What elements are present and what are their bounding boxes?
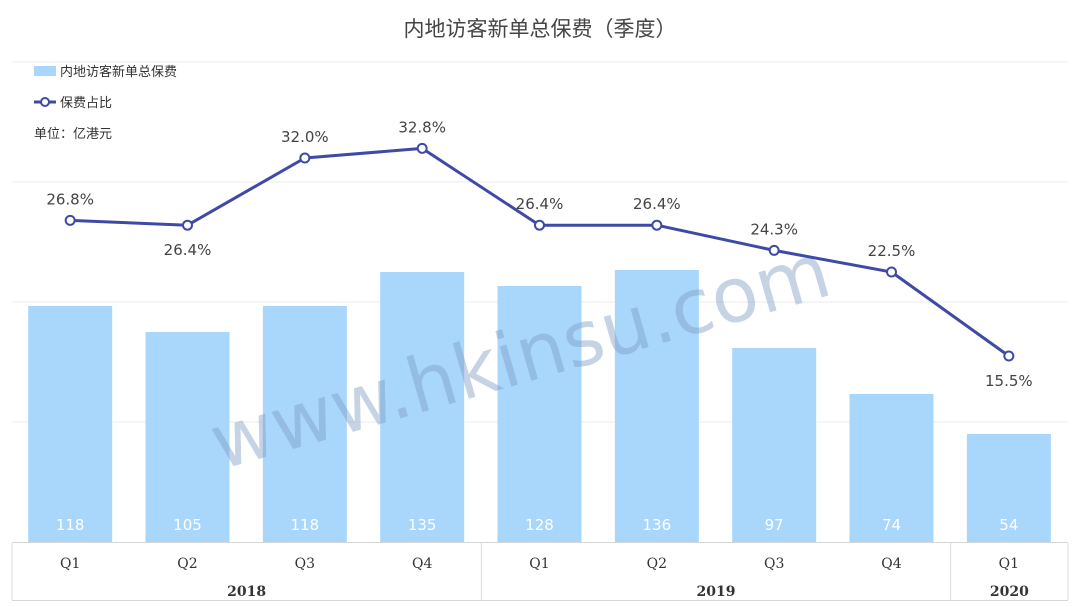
x-tick-label: Q1 xyxy=(529,556,549,572)
year-group-label: 2020 xyxy=(990,584,1029,600)
chart-title: 内地访客新单总保费（季度） xyxy=(404,17,677,41)
bar xyxy=(145,332,230,542)
bar xyxy=(966,434,1051,542)
bar xyxy=(732,348,817,542)
line-point xyxy=(651,219,663,231)
line-point xyxy=(886,266,897,278)
x-tick-label: Q2 xyxy=(647,556,667,572)
bar-value-label: 97 xyxy=(765,516,784,534)
line-value-label: 15.5% xyxy=(985,372,1033,390)
bar xyxy=(497,286,582,542)
line-value-label: 32.0% xyxy=(281,128,329,146)
legend-line-label: 保费占比 xyxy=(60,96,112,111)
line-point xyxy=(534,219,545,231)
line-value-label: 32.8% xyxy=(398,118,446,136)
legend-line-marker xyxy=(40,97,50,107)
legend-bar-swatch xyxy=(34,66,56,76)
bar-value-label: 136 xyxy=(643,516,672,534)
line-value-label: 26.4% xyxy=(516,195,564,213)
line-point xyxy=(64,214,76,226)
legend-bar-label: 内地访客新单总保费 xyxy=(60,64,177,80)
line-value-label: 22.5% xyxy=(868,242,916,260)
line-series: 26.8% 26.4% 32.0% 32.8% 26.4% 26.4% 24.3% 22.5%… xyxy=(46,118,1032,390)
x-axis: Q1 Q2 Q3 Q4 Q1 Q2 Q3 Q4 Q1 2018 2019 2020 xyxy=(11,542,1069,601)
x-tick-label: Q3 xyxy=(295,556,315,572)
unit-label: 单位：亿港元 xyxy=(34,127,112,142)
x-tick-label: Q3 xyxy=(764,556,784,572)
x-tick-label: Q4 xyxy=(412,556,432,572)
bar xyxy=(28,306,113,542)
bar xyxy=(614,270,699,542)
legend: 内地访客新单总保费 保费占比 xyxy=(34,64,177,111)
bar-value-label: 118 xyxy=(291,516,320,534)
bar-value-label: 118 xyxy=(56,516,85,534)
line-value-label: 26.4% xyxy=(164,241,212,259)
year-group-label: 2018 xyxy=(227,584,266,600)
x-tick-label: Q4 xyxy=(881,556,901,572)
bar-value-label: 54 xyxy=(999,516,1018,534)
x-tick-label: Q1 xyxy=(999,556,1019,572)
x-tick-label: Q2 xyxy=(177,556,197,572)
year-group-label: 2019 xyxy=(697,584,736,600)
bar-value-label: 74 xyxy=(882,516,901,534)
line-point xyxy=(768,244,780,256)
bar xyxy=(380,272,465,542)
x-tick-label: Q1 xyxy=(60,556,80,572)
line-value-label: 24.3% xyxy=(750,220,798,238)
line-point xyxy=(182,219,193,231)
bar-value-label: 135 xyxy=(408,516,437,534)
line-point xyxy=(1003,350,1015,362)
bar-value-label: 128 xyxy=(525,516,554,534)
bar xyxy=(849,394,934,542)
line-value-label: 26.4% xyxy=(633,195,681,213)
line-value-label: 26.8% xyxy=(46,190,94,208)
bar xyxy=(262,306,347,542)
bar-value-label: 105 xyxy=(173,516,202,534)
line-point xyxy=(299,152,311,164)
bar-series: 118 105 118 135 128 136 97 74 54 xyxy=(28,270,1051,542)
line-point xyxy=(416,142,428,154)
